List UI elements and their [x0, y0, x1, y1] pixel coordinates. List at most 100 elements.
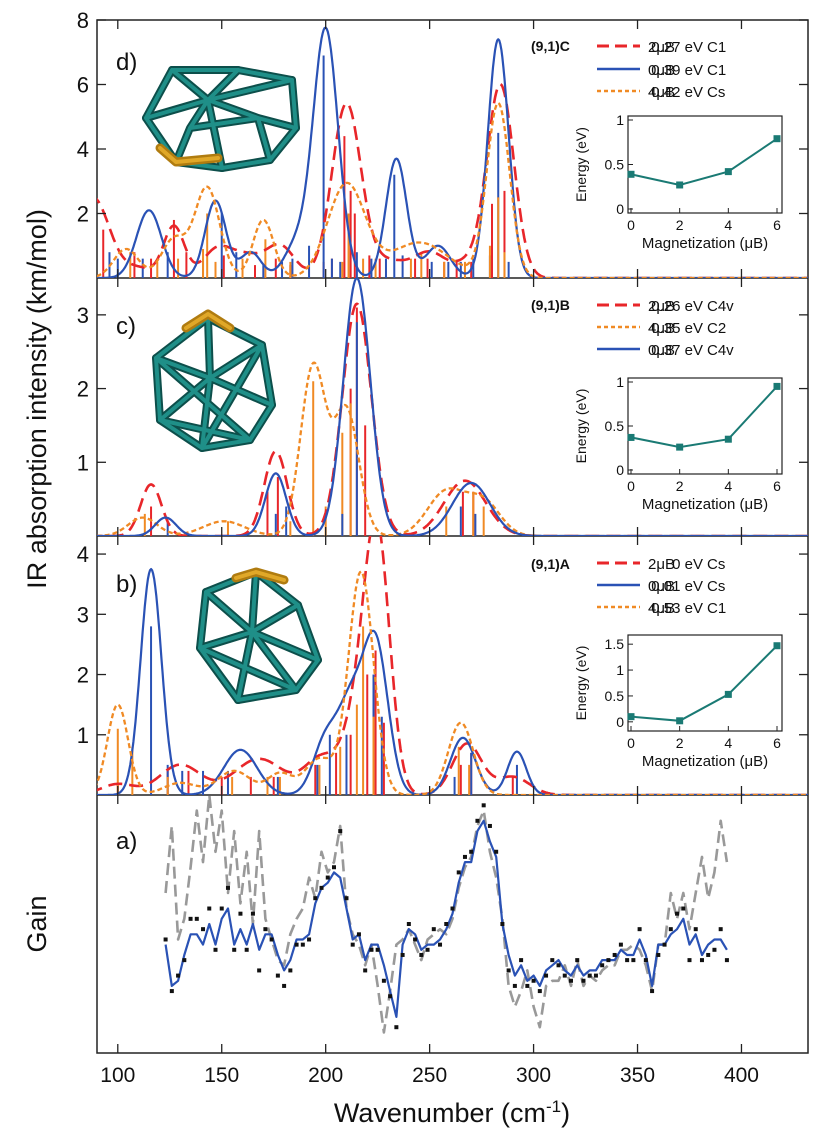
inset-x-tick-label: 0	[627, 735, 635, 751]
isomer-label-b: (9,1)A	[531, 556, 570, 572]
gain-marker	[438, 942, 443, 947]
spectrum-curve-orange	[97, 361, 808, 536]
x-tick-label: 350	[620, 1064, 655, 1087]
inset-x-tick-label: 4	[724, 478, 732, 494]
gain-marker	[712, 947, 717, 952]
gain-marker	[176, 973, 181, 978]
legend-energy: 0.42 eV	[651, 84, 703, 101]
gain-marker	[425, 947, 430, 952]
x-tick-label: 300	[516, 1064, 551, 1087]
gain-marker	[606, 958, 611, 963]
inset-y-tick-label: 1	[616, 662, 624, 678]
gain-marker	[462, 854, 467, 859]
gain-marker	[481, 803, 486, 808]
gain-marker	[519, 958, 524, 963]
legend-moment: 4μB	[648, 84, 675, 101]
inset-y-tick-label: 1.5	[605, 636, 625, 652]
inset-x-axis-title: Magnetization (μB)	[642, 496, 768, 513]
legend-b: 2μB 0 eV Cs 0μB 0.01 eV Cs 4μB 0.53 eV C…	[597, 556, 726, 617]
gain-marker	[625, 958, 630, 963]
gain-curve-gray	[164, 795, 729, 1034]
gain-marker	[207, 906, 212, 911]
legend-energy: 0.53 eV	[651, 600, 703, 617]
inset-y-tick-label: 0.5	[605, 688, 625, 704]
gain-marker	[394, 1025, 399, 1030]
inset-y-tick-label: 1	[616, 374, 624, 390]
gain-marker	[593, 973, 598, 978]
inset-y-tick-label: 0.5	[605, 157, 625, 173]
gain-marker	[550, 958, 555, 963]
legend-moment: 2μB	[648, 298, 675, 315]
gain-marker	[537, 989, 542, 994]
gain-marker	[188, 916, 193, 921]
gain-marker	[656, 952, 661, 957]
inset-frame	[627, 634, 783, 732]
inset-y-tick-label: 0	[616, 714, 624, 730]
legend-symmetry: C4v	[707, 342, 734, 359]
gain-marker	[294, 942, 299, 947]
x-axis-title-main: Wavenumber (cm	[334, 1098, 546, 1128]
gain-marker	[699, 958, 704, 963]
x-axis-title-sup: -1	[546, 1097, 561, 1116]
gain-marker	[406, 922, 411, 926]
y-tick-label: 2	[77, 202, 89, 227]
gain-marker	[238, 911, 243, 916]
inset-x-tick-label: 6	[773, 217, 781, 233]
legend-energy: 0.35 eV	[651, 320, 703, 337]
gain-marker	[469, 849, 474, 854]
y-tick-label: 3	[77, 602, 89, 627]
panel-d-sticks	[102, 55, 510, 278]
x-tick-label: 250	[412, 1064, 447, 1087]
legend-symmetry: C1	[707, 600, 726, 617]
gain-marker	[525, 983, 530, 988]
gain-marker	[556, 963, 561, 968]
spectrum-curve-red	[97, 536, 808, 795]
gain-marker	[319, 885, 324, 890]
gain-marker	[225, 885, 230, 890]
gain-marker	[662, 942, 667, 947]
gain-marker	[494, 849, 499, 854]
x-tick-label: 200	[308, 1064, 343, 1087]
inset-energy-point	[773, 642, 781, 650]
gain-marker	[363, 968, 368, 973]
y-tick-label: 6	[77, 73, 89, 98]
y-tick-label: 8	[77, 8, 89, 33]
panel-label-d: d)	[116, 49, 137, 76]
legend-symmetry: Cs	[707, 556, 725, 573]
x-tick-label: 100	[100, 1064, 135, 1087]
inset-x-tick-label: 4	[724, 735, 732, 751]
y-tick-label: 1	[77, 450, 89, 475]
panel-a-curves	[163, 795, 729, 1034]
legend-symmetry: Cs	[707, 578, 725, 595]
inset-panel-d: 0 0.5 1 0 2 4 6 Energy (eV) Magnetization (μB)	[573, 112, 783, 252]
inset-y-axis-title: Energy (eV)	[573, 389, 589, 464]
gain-marker	[569, 978, 573, 983]
spectrum-curve-blue	[97, 278, 808, 536]
gain-marker	[718, 927, 723, 932]
inset-frame	[627, 115, 783, 214]
panel-label-a: a)	[116, 828, 137, 855]
gain-marker	[288, 968, 293, 973]
gain-marker	[643, 958, 648, 963]
y-axis-title: IR absorption intensity (km/mol)	[22, 209, 52, 589]
gain-marker	[444, 922, 449, 926]
cluster-icon-d	[142, 66, 300, 172]
gain-marker	[618, 942, 623, 947]
gain-marker	[169, 989, 174, 994]
y-tick-label: 2	[77, 377, 89, 402]
cluster-icon-b	[196, 567, 322, 704]
gain-marker	[201, 927, 206, 932]
inset-energy-point	[773, 135, 781, 143]
gain-marker	[587, 973, 592, 978]
gain-marker	[313, 896, 318, 901]
legend-c: 2μB 0.26 eV C4v 4μB 0.35 eV C2 0μB 0.37 …	[597, 298, 734, 359]
gain-marker	[275, 973, 280, 978]
gain-marker	[650, 989, 655, 994]
gain-marker	[300, 942, 305, 947]
gain-marker	[332, 865, 336, 870]
inset-x-tick-label: 4	[724, 217, 732, 233]
gain-marker	[687, 958, 692, 963]
inset-panel-c: 0 0.5 1 0 2 4 6 Energy (eV) Magnetization (μB)	[573, 374, 783, 513]
y-tick-label: 4	[77, 542, 89, 567]
